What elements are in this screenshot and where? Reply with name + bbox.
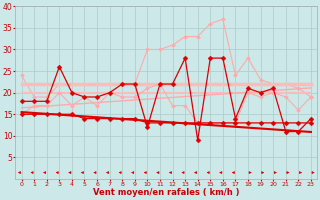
X-axis label: Vent moyen/en rafales ( km/h ): Vent moyen/en rafales ( km/h ) [93,188,239,197]
